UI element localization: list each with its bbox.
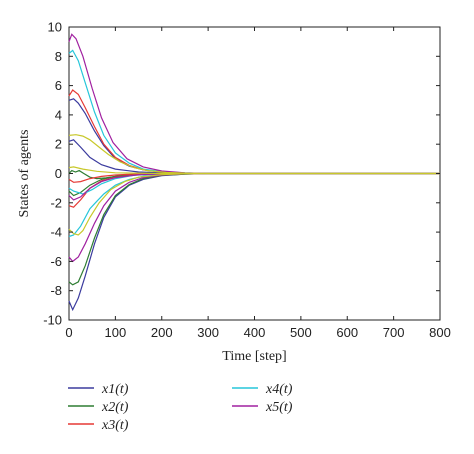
legend-label-2: x2(t) bbox=[101, 400, 129, 415]
legend-label-5: x5(t) bbox=[265, 400, 293, 415]
legend-label-1: x1(t) bbox=[101, 382, 129, 397]
x-axis-label: Time [step] bbox=[222, 349, 286, 364]
x-tick-label: 400 bbox=[244, 325, 266, 340]
x-tick-label: 0 bbox=[65, 325, 72, 340]
legend: x1(t) x2(t) x3(t) x4(t) x5(t) bbox=[68, 382, 293, 433]
legend-label-4: x4(t) bbox=[265, 382, 293, 397]
y-tick-label: -8 bbox=[50, 283, 62, 298]
y-tick-label: 2 bbox=[55, 137, 62, 152]
ticks-layer: 0 100 200 300 400 500 600 700 800 10 8 6 4 2 0 -2 -4 -6 -8… bbox=[43, 20, 451, 341]
x-tick-label: 200 bbox=[151, 325, 173, 340]
y-tick-label: 8 bbox=[55, 49, 62, 64]
y-tick-label: -4 bbox=[50, 225, 62, 240]
y-tick-label: 4 bbox=[55, 107, 62, 122]
plot-area bbox=[68, 26, 441, 321]
y-tick-label: 10 bbox=[48, 20, 62, 35]
x-tick-label: 800 bbox=[429, 325, 451, 340]
series-line-18 bbox=[68, 166, 440, 175]
series-layer bbox=[68, 33, 440, 312]
y-axis-label: States of agents bbox=[17, 130, 32, 218]
y-tick-label: -2 bbox=[50, 195, 62, 210]
y-tick-label: -6 bbox=[50, 254, 62, 269]
x-tick-label: 300 bbox=[197, 325, 219, 340]
x-tick-label: 600 bbox=[336, 325, 358, 340]
x-tick-label: 100 bbox=[105, 325, 127, 340]
y-tick-label: 6 bbox=[55, 78, 62, 93]
y-tick-label: -10 bbox=[43, 313, 62, 328]
legend-label-3: x3(t) bbox=[101, 418, 129, 433]
x-tick-label: 500 bbox=[290, 325, 312, 340]
x-tick-label: 700 bbox=[383, 325, 405, 340]
y-tick-label: 0 bbox=[55, 166, 62, 181]
